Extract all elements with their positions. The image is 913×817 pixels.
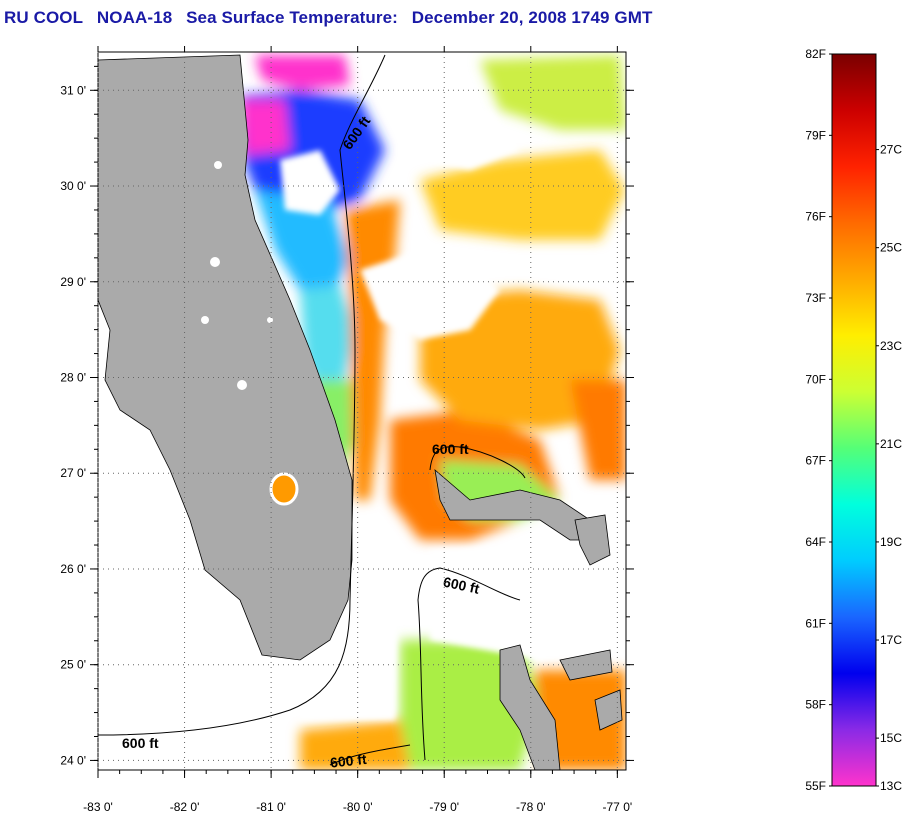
- bahamas-abaco: [574, 514, 611, 566]
- colorbar-label-c: 17C: [880, 633, 902, 647]
- sst-patch-magenta: [255, 55, 350, 90]
- colorbar-label-f: 55F: [805, 779, 826, 793]
- cloud-2: [280, 150, 340, 215]
- tick-label-lat: 27 0': [60, 466, 86, 480]
- tick-label-lon: -80 0': [343, 800, 373, 814]
- contour-label: 600 ft: [122, 735, 159, 751]
- title-product: Sea Surface Temperature:: [186, 8, 398, 27]
- cloud-1: [360, 250, 500, 340]
- colorbar-label-f: 82F: [805, 47, 826, 61]
- colorbar-label-c: 23C: [880, 339, 902, 353]
- inland-lake: [214, 161, 222, 169]
- inland-lake: [210, 257, 220, 267]
- sst-patch-east: [570, 380, 626, 480]
- isobath-contours: [98, 54, 526, 766]
- sst-patch-cyan: [255, 190, 350, 300]
- contour-west: [98, 54, 386, 736]
- colorbar-label-f: 79F: [805, 128, 826, 142]
- graticule: [97, 52, 626, 770]
- colorbar-gradient: [831, 53, 877, 787]
- axis-tick-labels: -83 0' -82 0' -81 0' -80 0' -79 0' -78 0' -77 …: [60, 83, 632, 814]
- colorbar-label-f: 70F: [805, 372, 826, 386]
- colorbar-fahrenheit-labels: 82F 79F 76F 73F 70F 67F 64F 61F 58F 55F: [805, 47, 832, 793]
- colorbar-label-f: 61F: [805, 616, 826, 630]
- tick-label-lon: -79 0': [429, 800, 459, 814]
- sst-patch-sw: [300, 720, 410, 770]
- tick-label-lat: 31 0': [60, 83, 86, 97]
- colorbar-label-f: 58F: [805, 698, 826, 712]
- contour-bahamas: [429, 446, 526, 479]
- colorbar-label-c: 27C: [880, 143, 902, 157]
- contour-label: 600 ft: [432, 441, 469, 457]
- colorbar-celsius-labels: 27C 25C 23C 21C 19C 17C 15C 13C: [876, 143, 902, 793]
- colorbar-label-f: 67F: [805, 454, 826, 468]
- inland-lakes: [201, 161, 273, 390]
- bahamas-small: [559, 649, 613, 681]
- colorbar-label-f: 73F: [805, 291, 826, 305]
- sst-patch-ne: [480, 55, 626, 130]
- contour-label: 600 ft: [442, 574, 481, 597]
- title-org: RU COOL: [4, 8, 84, 27]
- inland-lake: [267, 317, 273, 323]
- plot-frame: [97, 51, 627, 771]
- colorbar-label-c: 25C: [880, 241, 902, 255]
- sst-patch-magenta2: [240, 100, 290, 155]
- florida-land: [98, 54, 353, 661]
- colorbar-label-c: 15C: [880, 731, 902, 745]
- tick-label-lon: -78 0': [516, 800, 546, 814]
- lake-okeechobee: [269, 472, 299, 506]
- map-title: RU COOL NOAA-18 Sea Surface Temperature:…: [4, 8, 662, 28]
- inland-lake: [201, 316, 209, 324]
- colorbar-label-c: 19C: [880, 535, 902, 549]
- sst-patch-north-offshore: [420, 150, 625, 240]
- tick-label-lat: 28 0': [60, 370, 86, 384]
- bahamas-exuma: [594, 689, 623, 731]
- bahamas-andros: [499, 644, 561, 770]
- tick-label-lat: 25 0': [60, 658, 86, 672]
- colorbar-label-f: 76F: [805, 210, 826, 224]
- tick-label-lat: 24 0': [60, 753, 86, 767]
- inland-lake: [237, 380, 247, 390]
- cloud-3: [430, 540, 626, 660]
- colorbar-label-c: 13C: [880, 779, 902, 793]
- cloud-6: [420, 110, 520, 170]
- tick-label-lon: -82 0': [170, 800, 200, 814]
- land: [98, 54, 623, 770]
- colorbar-label-f: 64F: [805, 535, 826, 549]
- tick-label-lon: -81 0': [256, 800, 286, 814]
- tick-label-lat: 29 0': [60, 275, 86, 289]
- tick-label-lat: 30 0': [60, 179, 86, 193]
- tick-label-lon: -83 0': [83, 800, 113, 814]
- tick-label-lat: 26 0': [60, 562, 86, 576]
- contour-bay: [417, 567, 521, 761]
- title-datetime: December 20, 2008 1749 GMT: [411, 8, 653, 27]
- map-plot-area: [98, 52, 626, 770]
- colorbar-label-c: 21C: [880, 437, 902, 451]
- contour-south: [329, 744, 411, 766]
- title-satellite: NOAA-18: [96, 8, 173, 27]
- tick-label-lon: -77 0': [603, 800, 633, 814]
- axis-ticks: [90, 46, 634, 778]
